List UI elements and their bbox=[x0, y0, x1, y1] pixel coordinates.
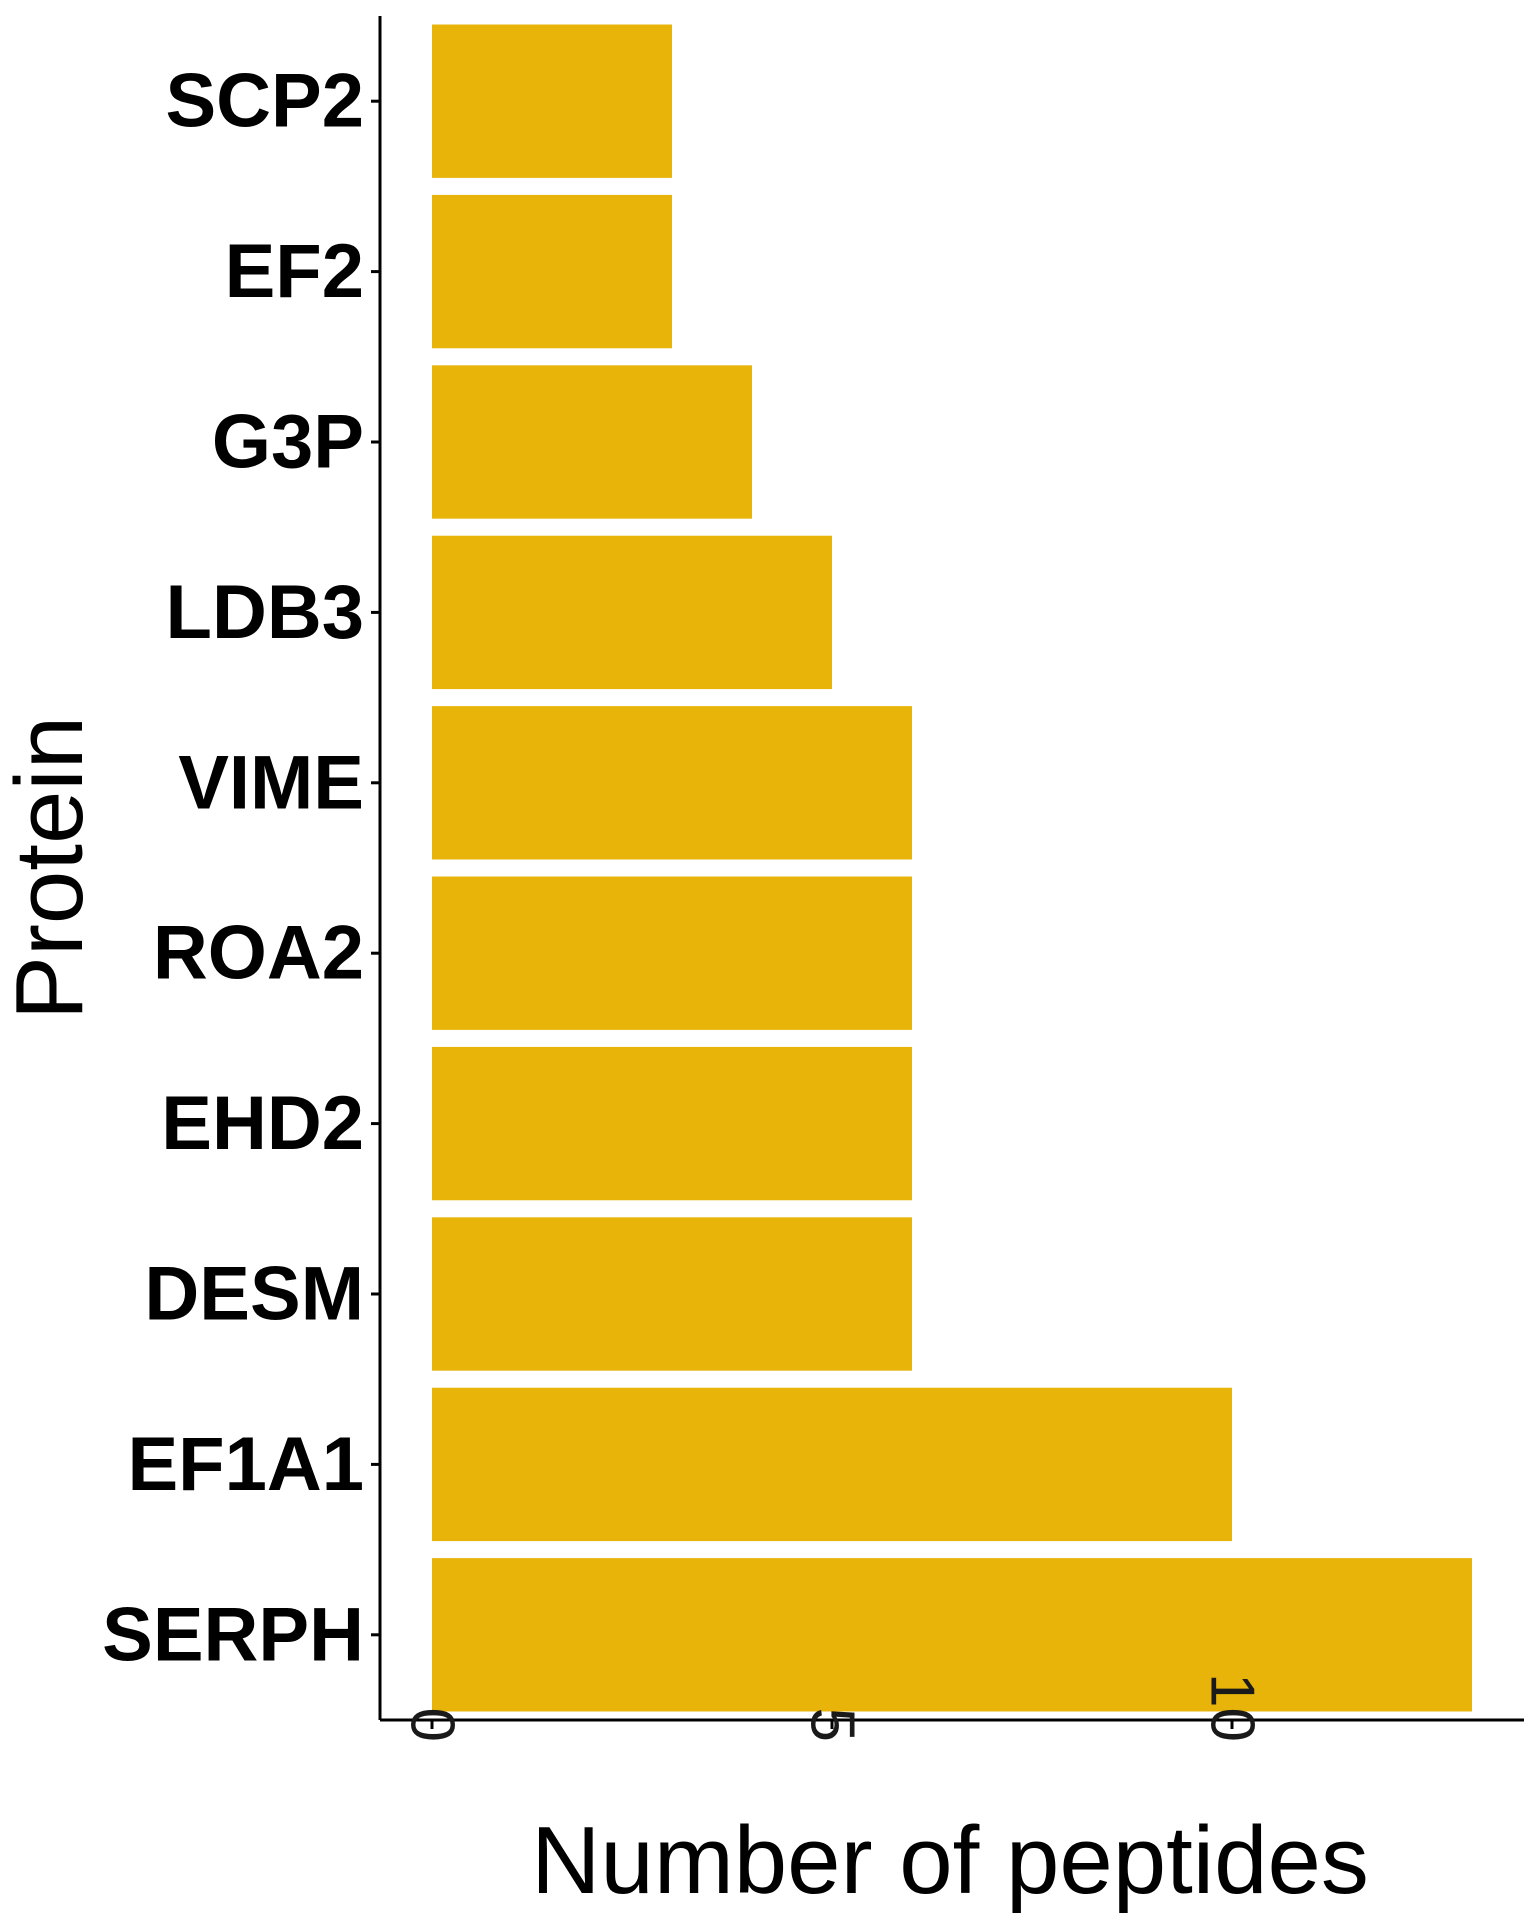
x-tick-label: 0 bbox=[398, 1708, 467, 1742]
x-tick-label: 5 bbox=[798, 1708, 867, 1742]
bar-vime bbox=[432, 706, 912, 860]
y-tick-label-ldb3: LDB3 bbox=[166, 570, 364, 655]
y-tick-label-g3p: G3P bbox=[212, 400, 364, 485]
bar-serph bbox=[432, 1558, 1472, 1712]
x-axis-title: Number of peptides bbox=[531, 1807, 1369, 1914]
x-tick-label: 10 bbox=[1198, 1673, 1267, 1742]
y-tick-label-ehd2: EHD2 bbox=[161, 1081, 364, 1166]
x-axis: 0 5 10 bbox=[380, 1673, 1524, 1742]
y-tick-label-vime: VIME bbox=[178, 740, 364, 825]
bars-group bbox=[432, 24, 1472, 1712]
bar-desm bbox=[432, 1217, 912, 1371]
y-tick-label-serph: SERPH bbox=[102, 1592, 364, 1677]
bar-scp2 bbox=[432, 24, 672, 178]
bar-ef2 bbox=[432, 194, 672, 349]
y-tick-label-roa2: ROA2 bbox=[153, 911, 364, 996]
y-tick-label-ef1a1: EF1A1 bbox=[127, 1422, 364, 1507]
y-axis: SCP2 EF2 G3P LDB3 VIME ROA2 EHD2 DESM EF1A1 SERPH bbox=[102, 16, 382, 1720]
y-tick-label-scp2: SCP2 bbox=[165, 59, 364, 144]
bar-ldb3 bbox=[432, 535, 832, 690]
y-axis-title: Protein bbox=[0, 716, 103, 1020]
bar-ehd2 bbox=[432, 1046, 912, 1201]
bar-roa2 bbox=[432, 876, 912, 1030]
y-tick-label-desm: DESM bbox=[144, 1252, 364, 1337]
y-tick-label-ef2: EF2 bbox=[225, 229, 364, 314]
bar-g3p bbox=[432, 365, 752, 519]
bar-ef1a1 bbox=[432, 1387, 1232, 1542]
